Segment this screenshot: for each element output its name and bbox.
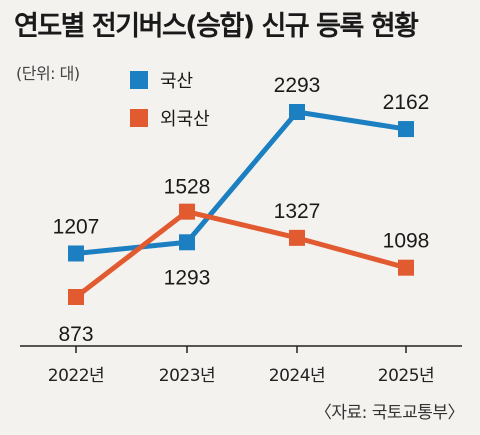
data-point-marker <box>398 121 414 138</box>
data-label: 873 <box>58 323 93 346</box>
x-tick-label: 2023년 <box>159 366 215 386</box>
data-label: 2293 <box>274 74 321 97</box>
data-point-marker <box>68 245 84 262</box>
legend-label: 외국산 <box>160 109 210 130</box>
data-label: 1207 <box>53 215 100 238</box>
legend-label: 국산 <box>160 71 193 92</box>
data-point-marker <box>289 104 305 120</box>
data-label: 1528 <box>164 176 211 199</box>
series-line-domestic <box>75 109 407 256</box>
data-labels: 1207 1293 2293 2162 873 1528 1327 1098 <box>53 74 430 346</box>
legend-swatch <box>130 71 148 89</box>
x-tick-label: 2024년 <box>269 366 325 386</box>
data-label: 1098 <box>383 230 430 253</box>
data-point-marker <box>398 259 414 276</box>
data-label: 2162 <box>383 91 430 114</box>
data-label: 1293 <box>164 266 211 289</box>
x-tick-label: 2022년 <box>48 366 104 386</box>
data-point-marker <box>68 289 84 305</box>
data-point-marker <box>289 229 305 246</box>
series-markers <box>68 104 414 305</box>
x-tick-label: 2025년 <box>378 366 434 386</box>
series-lines <box>74 109 407 299</box>
data-label: 1327 <box>274 200 321 223</box>
data-point-marker <box>179 234 195 251</box>
x-axis-ticks: 2022년 2023년 2024년 2025년 <box>48 346 435 386</box>
unit-note: (단위: 대) <box>16 64 80 83</box>
legend-swatch <box>130 109 148 127</box>
series-line-imported <box>74 209 407 299</box>
chart-title: 연도별 전기버스(승합) 신규 등록 현황 <box>14 11 419 42</box>
data-point-marker <box>179 203 195 220</box>
source-note: 〈자료: 국토교통부〉 <box>314 403 465 423</box>
